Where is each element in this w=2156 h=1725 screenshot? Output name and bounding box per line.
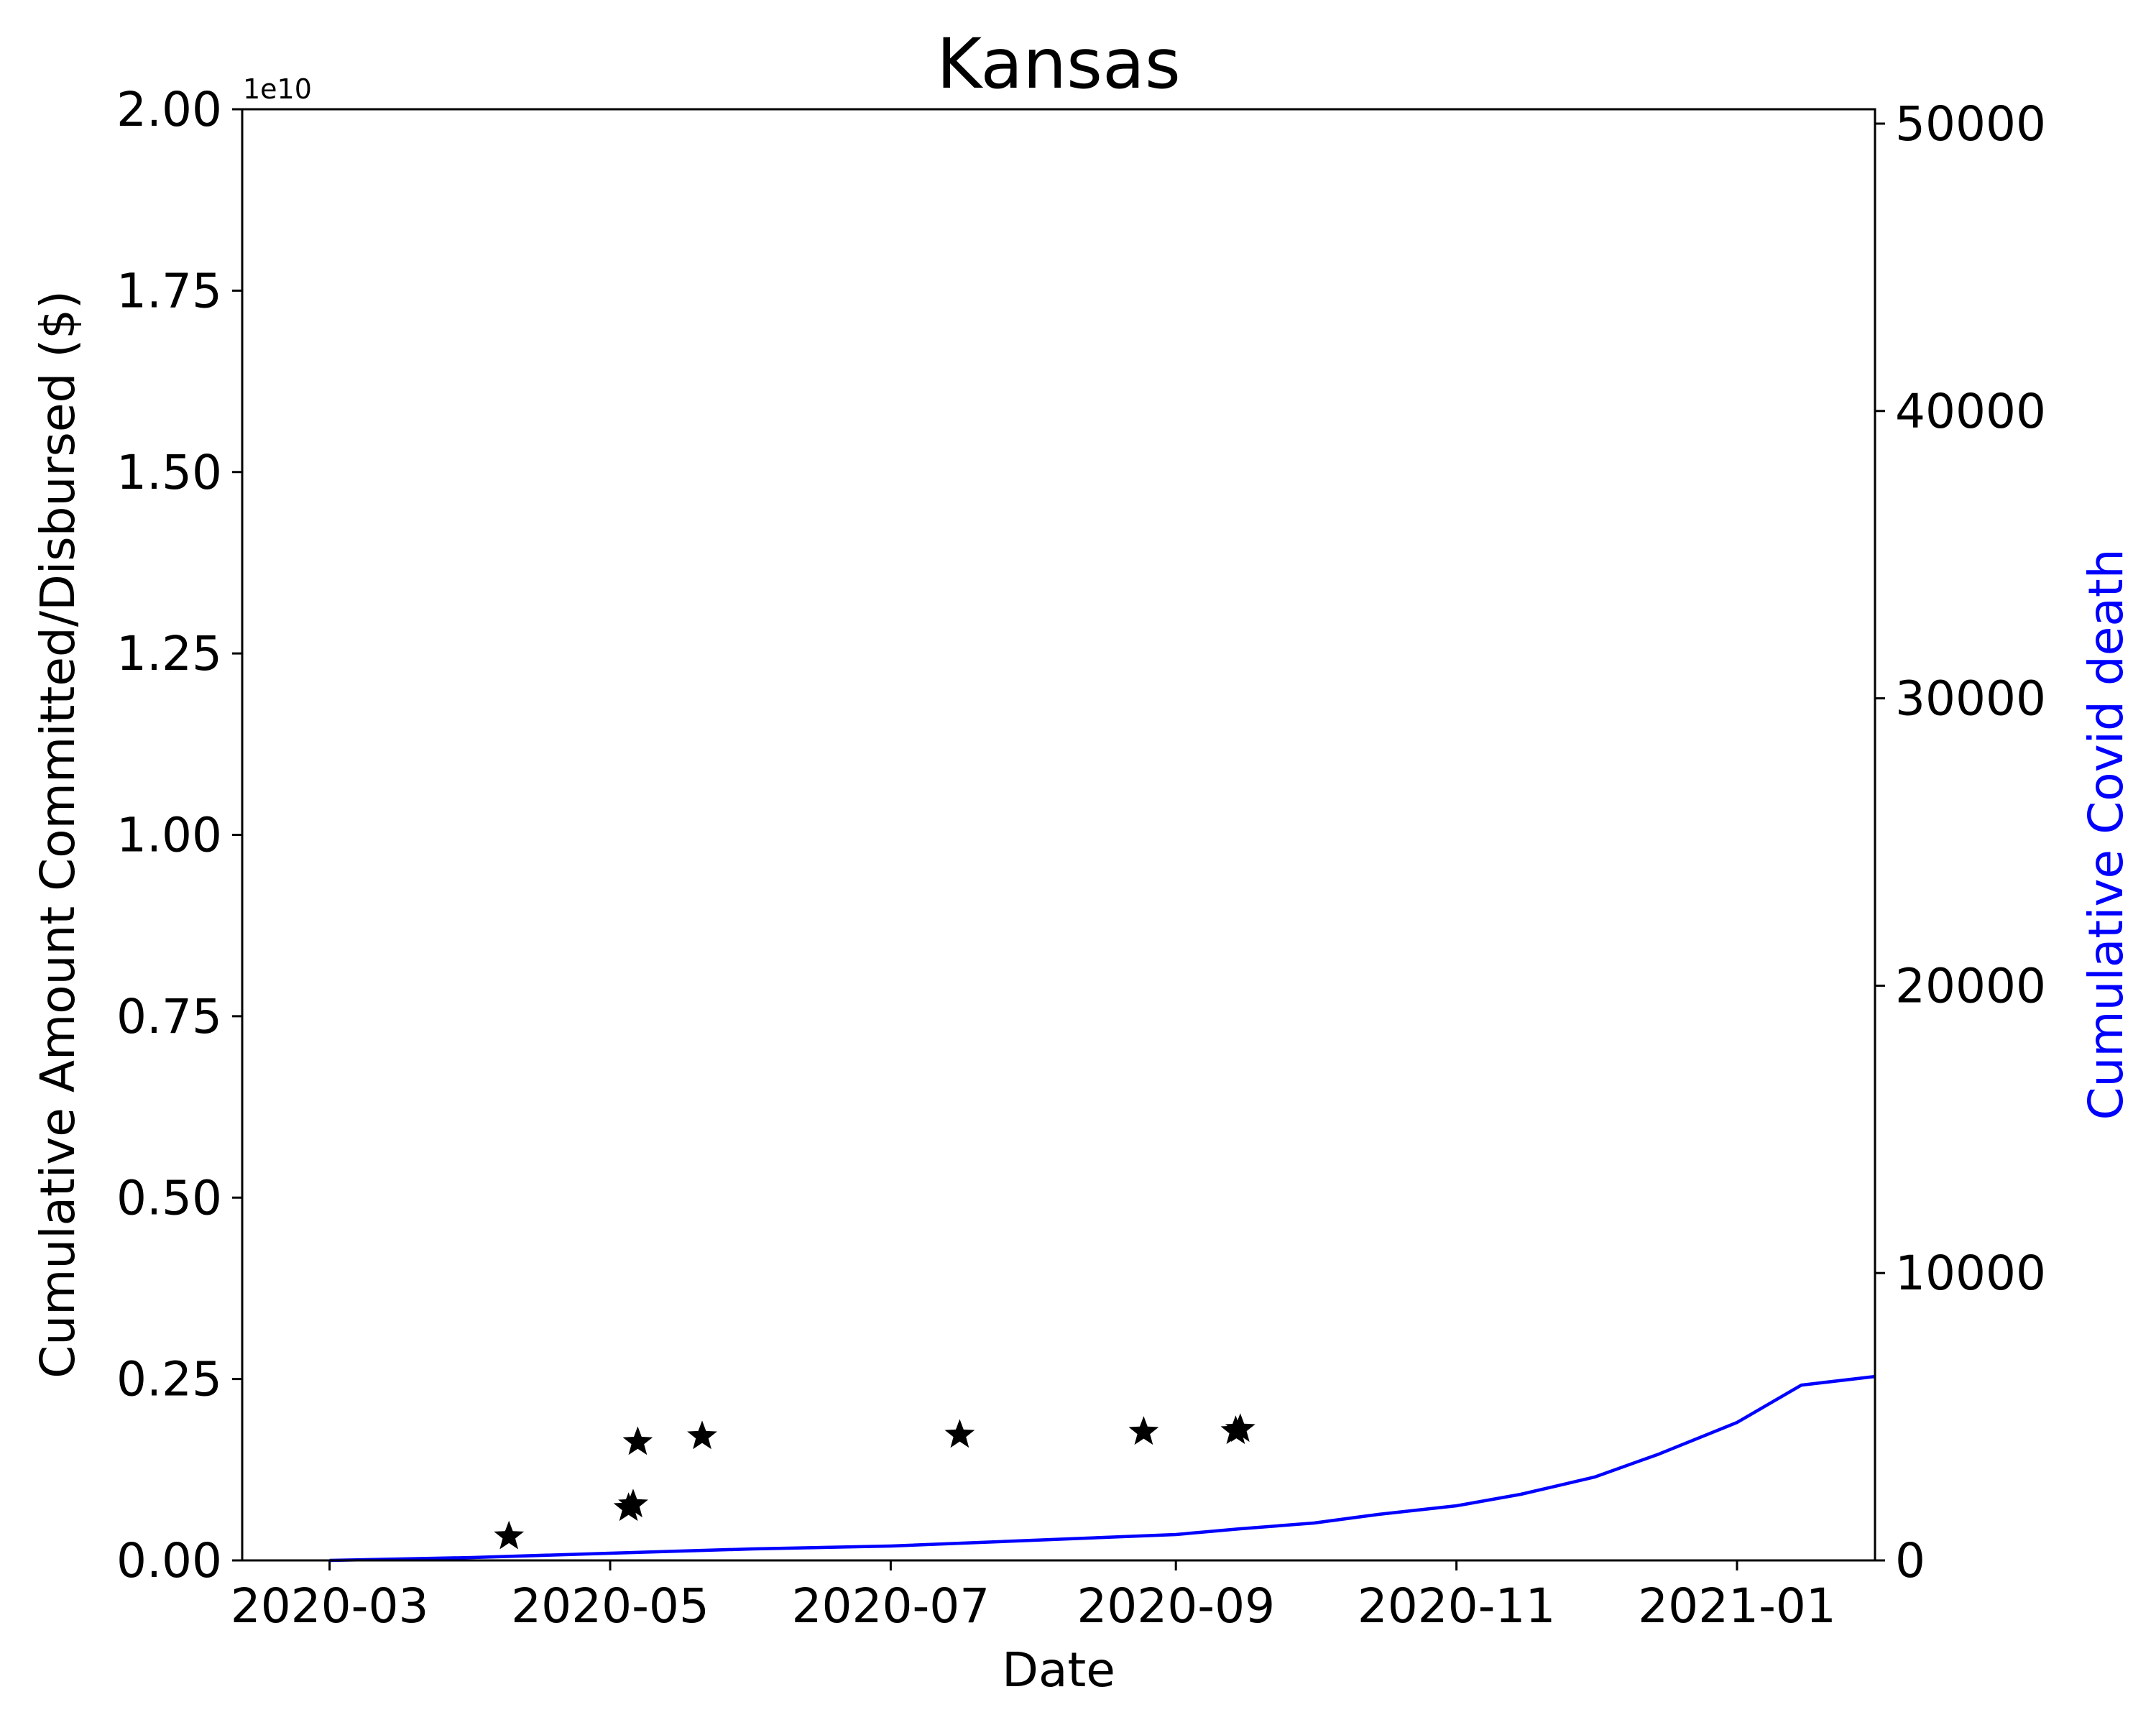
y-tick-label: 0.50 [116,1170,222,1225]
plot-area [329,1374,1876,1563]
y-tick-label: 1.75 [116,263,222,318]
star-marker [494,1520,525,1550]
y-tick-label: 0.25 [116,1352,222,1407]
x-tick-label: 2020-11 [1358,1578,1556,1634]
chart-title: Kansas [936,24,1181,104]
star-marker [1225,1413,1256,1443]
x-tick-label: 2020-05 [511,1578,709,1634]
star-marker [618,1489,648,1518]
x-tick-label: 2020-03 [231,1578,429,1634]
y-tick-label: 1.50 [116,445,222,500]
star-marker [944,1419,975,1448]
left-y-axis: 0.00 0.25 0.50 0.75 1.00 1.25 1.50 1.75 2.00 [116,82,242,1588]
x-tick-label: 2021-01 [1638,1578,1836,1634]
y-tick-label: 1.00 [116,808,222,863]
covid-death-line [329,1374,1876,1563]
star-marker [622,1426,653,1455]
y2-tick-label: 10000 [1895,1246,2046,1301]
y2-tick-label: 20000 [1895,958,2046,1013]
right-y-axis: 0 10000 20000 30000 40000 50000 [1875,96,2046,1588]
y2-tick-label: 30000 [1895,671,2046,727]
y2-axis-label: Cumulative Covid death [2078,548,2134,1120]
y2-tick-label: 0 [1895,1533,1925,1588]
y-tick-label: 0.75 [116,989,222,1044]
y-tick-label: 2.00 [116,82,222,137]
x-axis: 2020-03 2020-05 2020-07 2020-09 2020-11 2021-… [231,1560,1836,1634]
y2-tick-label: 50000 [1895,96,2046,152]
y-axis-label: Cumulative Amount Committed/Disbursed ($… [30,290,86,1379]
star-marker [687,1420,717,1450]
x-tick-label: 2020-07 [792,1578,990,1634]
y-tick-label: 0.00 [116,1533,222,1588]
y-offset-label: 1e10 [243,73,312,105]
x-axis-label: Date [1002,1642,1115,1698]
y2-tick-label: 40000 [1895,384,2046,439]
star-marker [1128,1416,1159,1445]
plot-frame [241,108,1876,1562]
y-tick-label: 1.25 [116,626,222,681]
x-tick-label: 2020-09 [1077,1578,1275,1634]
